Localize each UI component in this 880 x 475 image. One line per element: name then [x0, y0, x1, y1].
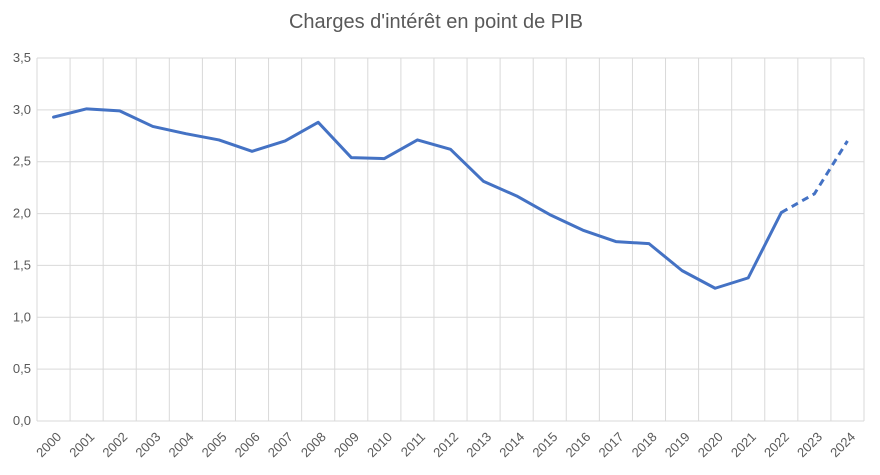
y-tick-label: 1,0: [13, 309, 31, 324]
x-tick-label: 2022: [761, 429, 792, 460]
y-tick-label: 3,0: [13, 102, 31, 117]
x-tick-label: 2005: [199, 429, 230, 460]
x-tick-label: 2019: [662, 429, 693, 460]
x-tick-label: 2020: [695, 429, 726, 460]
y-tick-label: 0,0: [13, 413, 31, 428]
x-tick-label: 2013: [463, 429, 494, 460]
x-tick-label: 2016: [562, 429, 593, 460]
y-tick-label: 2,5: [13, 154, 31, 169]
y-tick-label: 0,5: [13, 361, 31, 376]
x-tick-label: 2003: [132, 429, 163, 460]
series-line-forecast: [780, 140, 849, 214]
x-tick-label: 2015: [529, 429, 560, 460]
x-tick-label: 2018: [629, 429, 660, 460]
x-tick-label: 2014: [496, 429, 527, 460]
x-tick-label: 2002: [99, 429, 130, 460]
x-tick-label: 2024: [827, 429, 858, 460]
x-tick-label: 2006: [232, 429, 263, 460]
x-tick-label: 2004: [166, 429, 197, 460]
series-line-solid: [52, 107, 783, 290]
x-tick-label: 2008: [298, 429, 329, 460]
chart-title: Charges d'intérêt en point de PIB: [289, 11, 583, 33]
x-tick-label: 2017: [596, 429, 627, 460]
y-tick-label: 1,5: [13, 257, 31, 272]
gridlines: [36, 57, 865, 422]
y-tick-label: 2,0: [13, 206, 31, 221]
x-tick-label: 2023: [794, 429, 825, 460]
x-tick-label: 2021: [728, 429, 759, 460]
y-axis-tick-labels: 0,0 0,5 1,0 1,5 2,0 2,5 3,0 3,5: [13, 50, 31, 428]
y-tick-label: 3,5: [13, 50, 31, 65]
x-tick-label: 2000: [33, 429, 64, 460]
x-tick-label: 2001: [66, 429, 97, 460]
series-line: [52, 107, 849, 290]
x-tick-label: 2011: [398, 429, 428, 459]
x-axis-tick-labels: 2000 2001 2002 2003 2004 2005 2006 2007 2008 2009…: [33, 429, 858, 460]
x-tick-label: 2010: [364, 429, 395, 460]
x-tick-label: 2009: [331, 429, 362, 460]
x-tick-label: 2007: [265, 429, 296, 460]
x-tick-label: 2012: [430, 429, 461, 460]
